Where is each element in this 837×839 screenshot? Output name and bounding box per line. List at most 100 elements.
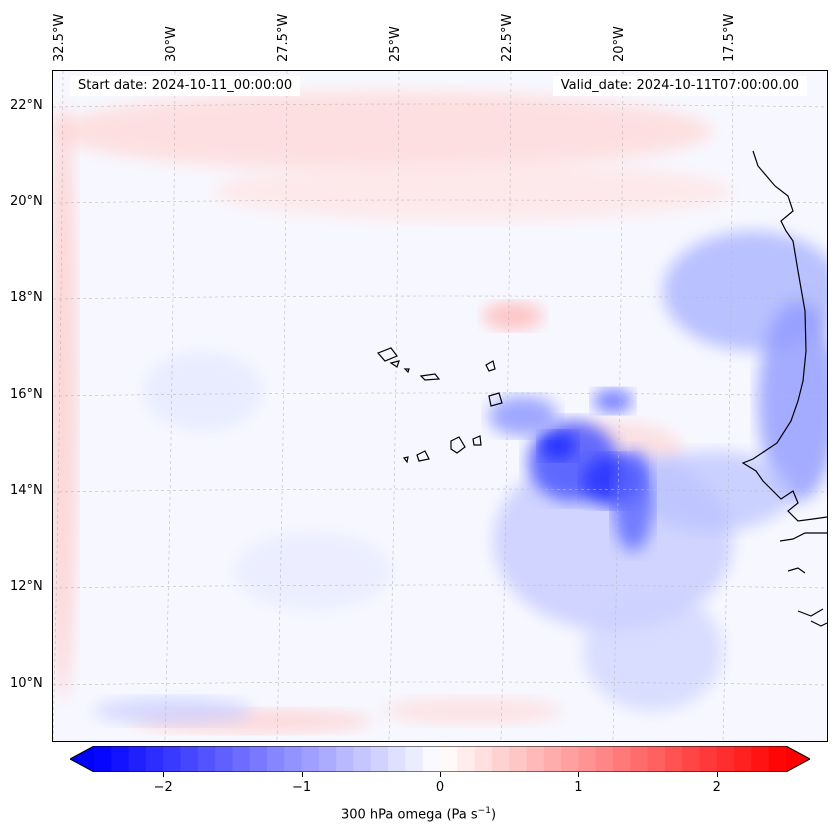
colorbar-segment: [336, 746, 355, 772]
colorbar-segment: [595, 746, 614, 772]
field-blob: [143, 351, 263, 431]
colorbar-segment: [215, 746, 233, 772]
field-blob: [233, 531, 393, 611]
cape-verde-island: [488, 392, 503, 407]
field-blob: [383, 697, 563, 725]
cape-verde-island: [485, 360, 496, 372]
colorbar-segment: [647, 746, 666, 772]
african-coastline: [741, 150, 827, 627]
latitude-label: 10°N: [10, 676, 43, 691]
colorbar-segment: [267, 746, 285, 772]
colorbar-segment: [145, 746, 164, 772]
colorbar-segment: [457, 746, 476, 772]
colorbar-segment: [249, 746, 268, 772]
colorbar-segment: [716, 746, 735, 772]
colorbar-segment: [180, 746, 199, 772]
colorbar-tick-label: 2: [712, 780, 721, 795]
cape-verde-island: [402, 456, 409, 464]
field-blob: [483, 302, 543, 330]
start-date-label: Start date: 2024-10-11_00:00:00: [70, 76, 301, 96]
colorbar-bar: [68, 745, 812, 773]
colorbar-tick-label: −1: [292, 780, 312, 795]
colorbar-segment: [751, 746, 770, 772]
colorbar-tick-label: 1: [574, 780, 583, 795]
omega-field-map: [53, 71, 827, 741]
colorbar-segment: [94, 746, 112, 772]
map-panel: [52, 70, 828, 742]
colorbar-segment: [111, 746, 130, 772]
colorbar-segment: [318, 746, 337, 772]
colorbar-segment: [509, 746, 528, 772]
cape-verde-island: [403, 368, 410, 374]
field-blob: [583, 591, 723, 711]
cape-verde-island: [450, 436, 466, 454]
latitude-label: 18°N: [10, 290, 43, 305]
longitude-label: 27.5°W: [276, 13, 291, 62]
meridian-line: [722, 71, 734, 741]
longitude-label: 32.5°W: [52, 13, 67, 62]
colorbar-segment: [128, 746, 147, 772]
colorbar-segment: [163, 746, 182, 772]
longitude-label: 17.5°W: [722, 13, 737, 62]
colorbar-segment: [197, 746, 216, 772]
graticule: [53, 71, 827, 741]
colorbar-min-extend: [70, 746, 94, 772]
colorbar-segment: [734, 746, 752, 772]
colorbar-tick-mark: [440, 772, 441, 777]
cape-verde-island: [389, 360, 400, 368]
cape-verde-island: [472, 435, 482, 446]
cape-verde-island: [416, 450, 430, 462]
latitude-label: 12°N: [10, 579, 43, 594]
colorbar-segment: [353, 746, 372, 772]
colorbar-segment: [440, 746, 458, 772]
latitude-label: 16°N: [10, 387, 43, 402]
omega-field: [53, 91, 827, 733]
field-blob: [633, 451, 793, 531]
colorbar-segment: [526, 746, 545, 772]
longitude-label: 30°W: [164, 26, 179, 62]
field-blob: [53, 91, 713, 171]
parallel-line: [53, 103, 827, 108]
colorbar-tick-label: 0: [435, 780, 445, 795]
colorbar-segment: [561, 746, 579, 772]
valid-date-label: Valid_date: 2024-10-11T07:00:00.00: [552, 76, 807, 96]
colorbar-segment: [301, 746, 320, 772]
field-blob: [593, 389, 633, 413]
field-blob: [613, 451, 653, 551]
latitude-label: 20°N: [10, 194, 43, 209]
parallel-line: [53, 488, 827, 493]
colorbar-segment: [613, 746, 631, 772]
colorbar-segment: [232, 746, 251, 772]
colorbar-segment: [578, 746, 597, 772]
field-blob: [758, 301, 827, 501]
latitude-label: 14°N: [10, 483, 43, 498]
colorbar-segment: [491, 746, 510, 772]
colorbar-tick-mark: [578, 772, 580, 777]
colorbar-max-extend: [786, 746, 810, 772]
colorbar-segment: [664, 746, 683, 772]
longitude-label: 20°W: [612, 26, 627, 62]
colorbar-segment: [630, 746, 649, 772]
colorbar-label: 300 hPa omega (Pa s−1): [340, 806, 497, 823]
colorbar: [68, 745, 812, 773]
colorbar-tick-mark: [716, 772, 718, 777]
colorbar-tick-label: −2: [153, 780, 173, 795]
field-blob: [540, 432, 576, 460]
colorbar-segment: [370, 746, 389, 772]
field-blob: [488, 396, 558, 436]
colorbar-tick-mark: [301, 772, 303, 777]
coastline: [376, 150, 827, 627]
parallel-line: [53, 584, 827, 589]
field-blob: [53, 101, 77, 701]
parallel-line: [53, 392, 827, 397]
latitude-label: 22°N: [10, 98, 43, 113]
colorbar-segment: [284, 746, 303, 772]
longitude-label: 22.5°W: [500, 13, 515, 62]
longitude-label: 25°W: [388, 26, 403, 62]
colorbar-segment: [405, 746, 424, 772]
parallel-line: [53, 681, 827, 686]
field-blob: [213, 161, 733, 221]
colorbar-segment: [699, 746, 718, 772]
colorbar-segment: [682, 746, 701, 772]
colorbar-segment: [543, 746, 562, 772]
